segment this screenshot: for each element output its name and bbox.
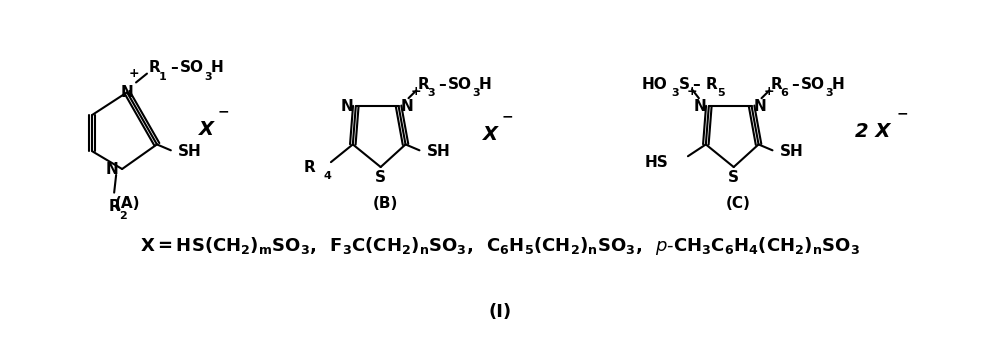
Text: +: + bbox=[129, 67, 139, 80]
Text: SO: SO bbox=[180, 60, 204, 75]
Text: 3: 3 bbox=[825, 88, 833, 98]
Text: 5: 5 bbox=[717, 88, 725, 98]
Text: –: – bbox=[438, 77, 446, 92]
Text: 3: 3 bbox=[472, 88, 480, 98]
Text: SH: SH bbox=[426, 144, 450, 159]
Text: SO: SO bbox=[448, 77, 472, 92]
Text: R: R bbox=[771, 77, 782, 92]
Text: +: + bbox=[763, 85, 774, 98]
Text: SO: SO bbox=[801, 77, 825, 92]
Text: R: R bbox=[108, 199, 120, 214]
Text: SH: SH bbox=[178, 144, 202, 159]
Text: 4: 4 bbox=[323, 171, 331, 181]
Text: 2 X: 2 X bbox=[855, 122, 891, 141]
Text: 3: 3 bbox=[204, 72, 211, 82]
Text: –: – bbox=[692, 77, 700, 92]
Text: +: + bbox=[687, 85, 697, 98]
Text: R: R bbox=[418, 77, 429, 92]
Text: R: R bbox=[706, 77, 718, 92]
Text: H: H bbox=[479, 77, 491, 92]
Text: S: S bbox=[728, 170, 739, 185]
Text: –: – bbox=[170, 60, 178, 75]
Text: H: H bbox=[832, 77, 844, 92]
Text: S: S bbox=[375, 170, 386, 185]
Text: X: X bbox=[199, 120, 214, 139]
Text: –: – bbox=[791, 77, 799, 92]
Text: 3: 3 bbox=[428, 88, 435, 98]
Text: R: R bbox=[149, 60, 161, 75]
Text: HS: HS bbox=[644, 155, 668, 170]
Text: N: N bbox=[401, 99, 413, 114]
Text: H: H bbox=[210, 60, 223, 75]
Text: N: N bbox=[121, 85, 133, 100]
Text: X: X bbox=[483, 125, 498, 144]
Text: SH: SH bbox=[779, 144, 803, 159]
Text: (B): (B) bbox=[373, 196, 398, 211]
Text: 1: 1 bbox=[159, 72, 167, 82]
Text: N: N bbox=[105, 161, 118, 177]
Text: $\mathbf{X = HS(CH_2)_mSO_3, \;\; F_3C(CH_2)_nSO_3, \;\; C_6H_5(CH_2)_nSO_3, \;\: $\mathbf{X = HS(CH_2)_mSO_3, \;\; F_3C(C… bbox=[140, 235, 860, 257]
Text: (A): (A) bbox=[114, 196, 140, 211]
Text: +: + bbox=[410, 85, 421, 98]
Text: −: − bbox=[218, 105, 229, 119]
Text: HO: HO bbox=[641, 77, 667, 92]
Text: (I): (I) bbox=[488, 303, 512, 321]
Text: 6: 6 bbox=[780, 88, 788, 98]
Text: 3: 3 bbox=[671, 88, 679, 98]
Text: R: R bbox=[303, 160, 315, 175]
Text: −: − bbox=[897, 107, 909, 121]
Text: (C): (C) bbox=[726, 196, 751, 211]
Text: N: N bbox=[694, 99, 707, 114]
Text: N: N bbox=[754, 99, 766, 114]
Text: 2: 2 bbox=[119, 211, 127, 221]
Text: S: S bbox=[678, 77, 689, 92]
Text: N: N bbox=[341, 99, 354, 114]
Text: −: − bbox=[501, 110, 513, 124]
